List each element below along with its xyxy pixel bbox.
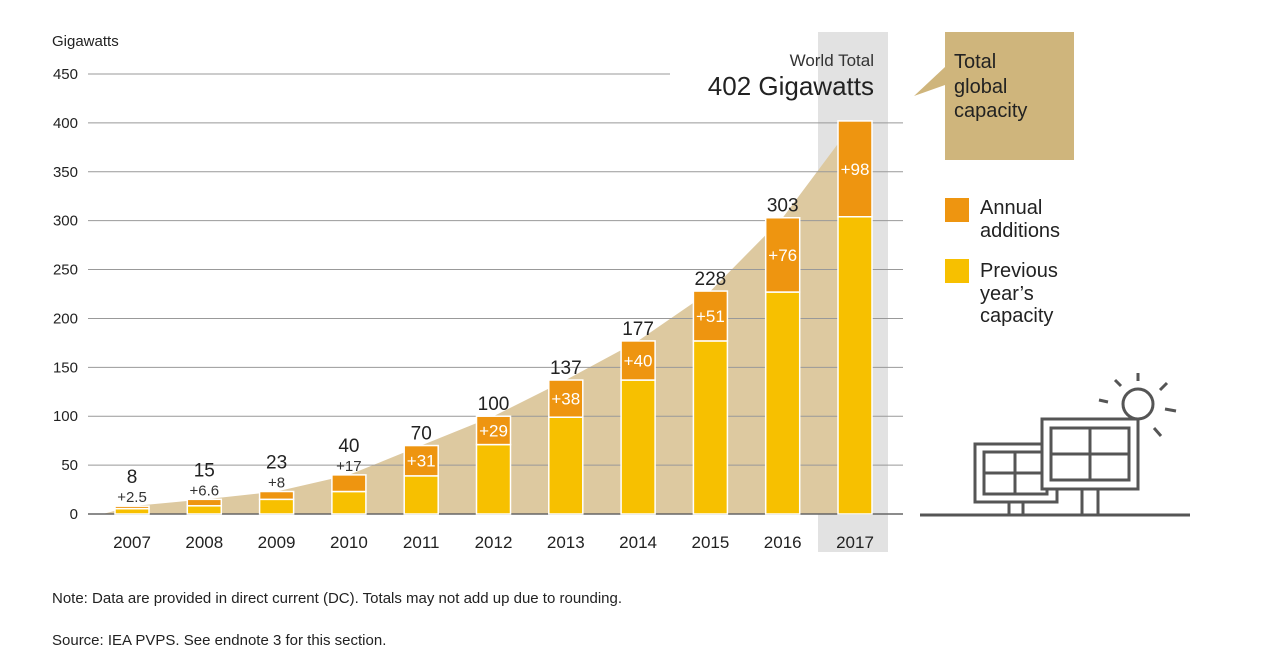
- y-tick-label: 300: [53, 213, 78, 230]
- total-label-2008: 15: [194, 460, 215, 481]
- y-tick-label: 450: [53, 66, 78, 83]
- addition-label-2016: +76: [768, 246, 797, 265]
- addition-label-2017: +98: [841, 160, 870, 179]
- addition-label-2015: +51: [696, 307, 725, 326]
- total-label-2013: 137: [550, 358, 582, 379]
- addition-label-2008: +6.6: [189, 482, 219, 499]
- addition-label-2011: +31: [407, 452, 436, 471]
- y-axis-unit: Gigawatts: [52, 33, 119, 50]
- total-capacity-callout: Total global capacity: [914, 32, 1074, 160]
- bar-previous-2014: [620, 379, 656, 515]
- bar-previous-2009: [258, 498, 295, 515]
- addition-label-2014: +40: [624, 351, 653, 370]
- y-tick-label: 250: [53, 262, 78, 279]
- bar-additions-2013: [548, 379, 584, 418]
- x-tick-label: 2015: [691, 533, 729, 552]
- legend: Annual additions Previous year’s capacit…: [945, 197, 1060, 327]
- x-tick-label: 2016: [764, 533, 802, 552]
- y-tick-label: 50: [61, 457, 78, 474]
- legend-swatch-additions: [945, 198, 969, 222]
- y-tick-label: 200: [53, 310, 78, 327]
- footnote-source: Source: IEA PVPS. See endnote 3 for this…: [52, 632, 387, 649]
- x-tick-label: 2010: [330, 533, 368, 552]
- bar-additions-2008: [186, 498, 223, 507]
- legend-swatch-previous: [945, 259, 969, 283]
- bar-additions-2017: [837, 120, 873, 218]
- callout-line-2: global: [954, 76, 1007, 98]
- x-tick-label: 2013: [547, 533, 585, 552]
- callout-line-1: Total: [954, 51, 996, 73]
- addition-label-2007: +2.5: [117, 489, 147, 506]
- addition-label-2009: +8: [268, 475, 285, 492]
- bar-additions-2014: [620, 340, 656, 381]
- x-tick-label: 2007: [113, 533, 151, 552]
- total-label-2009: 23: [266, 453, 287, 474]
- total-label-2014: 177: [622, 319, 654, 340]
- addition-label-2013: +38: [551, 390, 580, 409]
- total-label-2010: 40: [338, 436, 359, 457]
- bar-additions-2007: [114, 505, 150, 510]
- bar-previous-2015: [692, 340, 729, 515]
- bar-previous-2008: [186, 505, 223, 515]
- x-tick-label: 2008: [185, 533, 223, 552]
- y-tick-label: 350: [53, 164, 78, 181]
- total-label-2007: 8: [127, 467, 138, 488]
- bar-additions-2016: [764, 216, 801, 293]
- x-tick-label: 2017: [836, 533, 874, 552]
- footnote-note: Note: Data are provided in direct curren…: [52, 590, 623, 607]
- total-label-2015: 228: [695, 269, 727, 290]
- bar-previous-2010: [331, 490, 367, 515]
- bar-additions-2009: [258, 490, 295, 501]
- total-label-2012: 100: [478, 394, 510, 415]
- bar-previous-2012: [475, 443, 512, 515]
- bar-previous-2013: [548, 416, 584, 515]
- bar-previous-2017: [837, 216, 873, 515]
- x-tick-label: 2009: [258, 533, 296, 552]
- solar-panel-illustration: [920, 373, 1190, 517]
- legend-additions-line-2: additions: [980, 220, 1060, 242]
- legend-previous-line-3: capacity: [980, 305, 1053, 327]
- addition-label-2010: +17: [336, 458, 361, 475]
- addition-label-2012: +29: [479, 421, 508, 440]
- legend-additions-line-1: Annual: [980, 197, 1042, 219]
- bar-previous-2011: [403, 475, 439, 515]
- bar-previous-2016: [764, 291, 801, 515]
- y-tick-label: 150: [53, 359, 78, 376]
- bar-previous-2007: [114, 507, 150, 515]
- bar-additions-2010: [331, 474, 367, 493]
- x-tick-label: 2012: [475, 533, 513, 552]
- y-tick-label: 100: [53, 408, 78, 425]
- y-tick-label: 0: [70, 506, 78, 523]
- total-label-2016: 303: [767, 196, 799, 217]
- y-tick-label: 400: [53, 115, 78, 132]
- x-axis: 2007 2008 2009 2010 2011 2012 2013 2014 2015 2016…: [113, 533, 874, 552]
- world-total-label: World Total: [790, 51, 874, 70]
- y-axis: 0 50 100 150 200 250 300 350 400 450: [53, 66, 78, 523]
- bars: [114, 120, 873, 515]
- bar-additions-2011: [403, 444, 439, 477]
- world-total-value: 402 Gigawatts: [708, 71, 874, 101]
- x-tick-label: 2011: [403, 533, 440, 552]
- legend-previous-line-2: year’s: [980, 283, 1034, 305]
- x-tick-label: 2014: [619, 533, 657, 552]
- bar-additions-2015: [692, 290, 729, 342]
- total-label-2011: 70: [411, 424, 432, 445]
- legend-previous-line-1: Previous: [980, 260, 1058, 282]
- callout-line-3: capacity: [954, 100, 1027, 122]
- bar-additions-2012: [475, 415, 512, 446]
